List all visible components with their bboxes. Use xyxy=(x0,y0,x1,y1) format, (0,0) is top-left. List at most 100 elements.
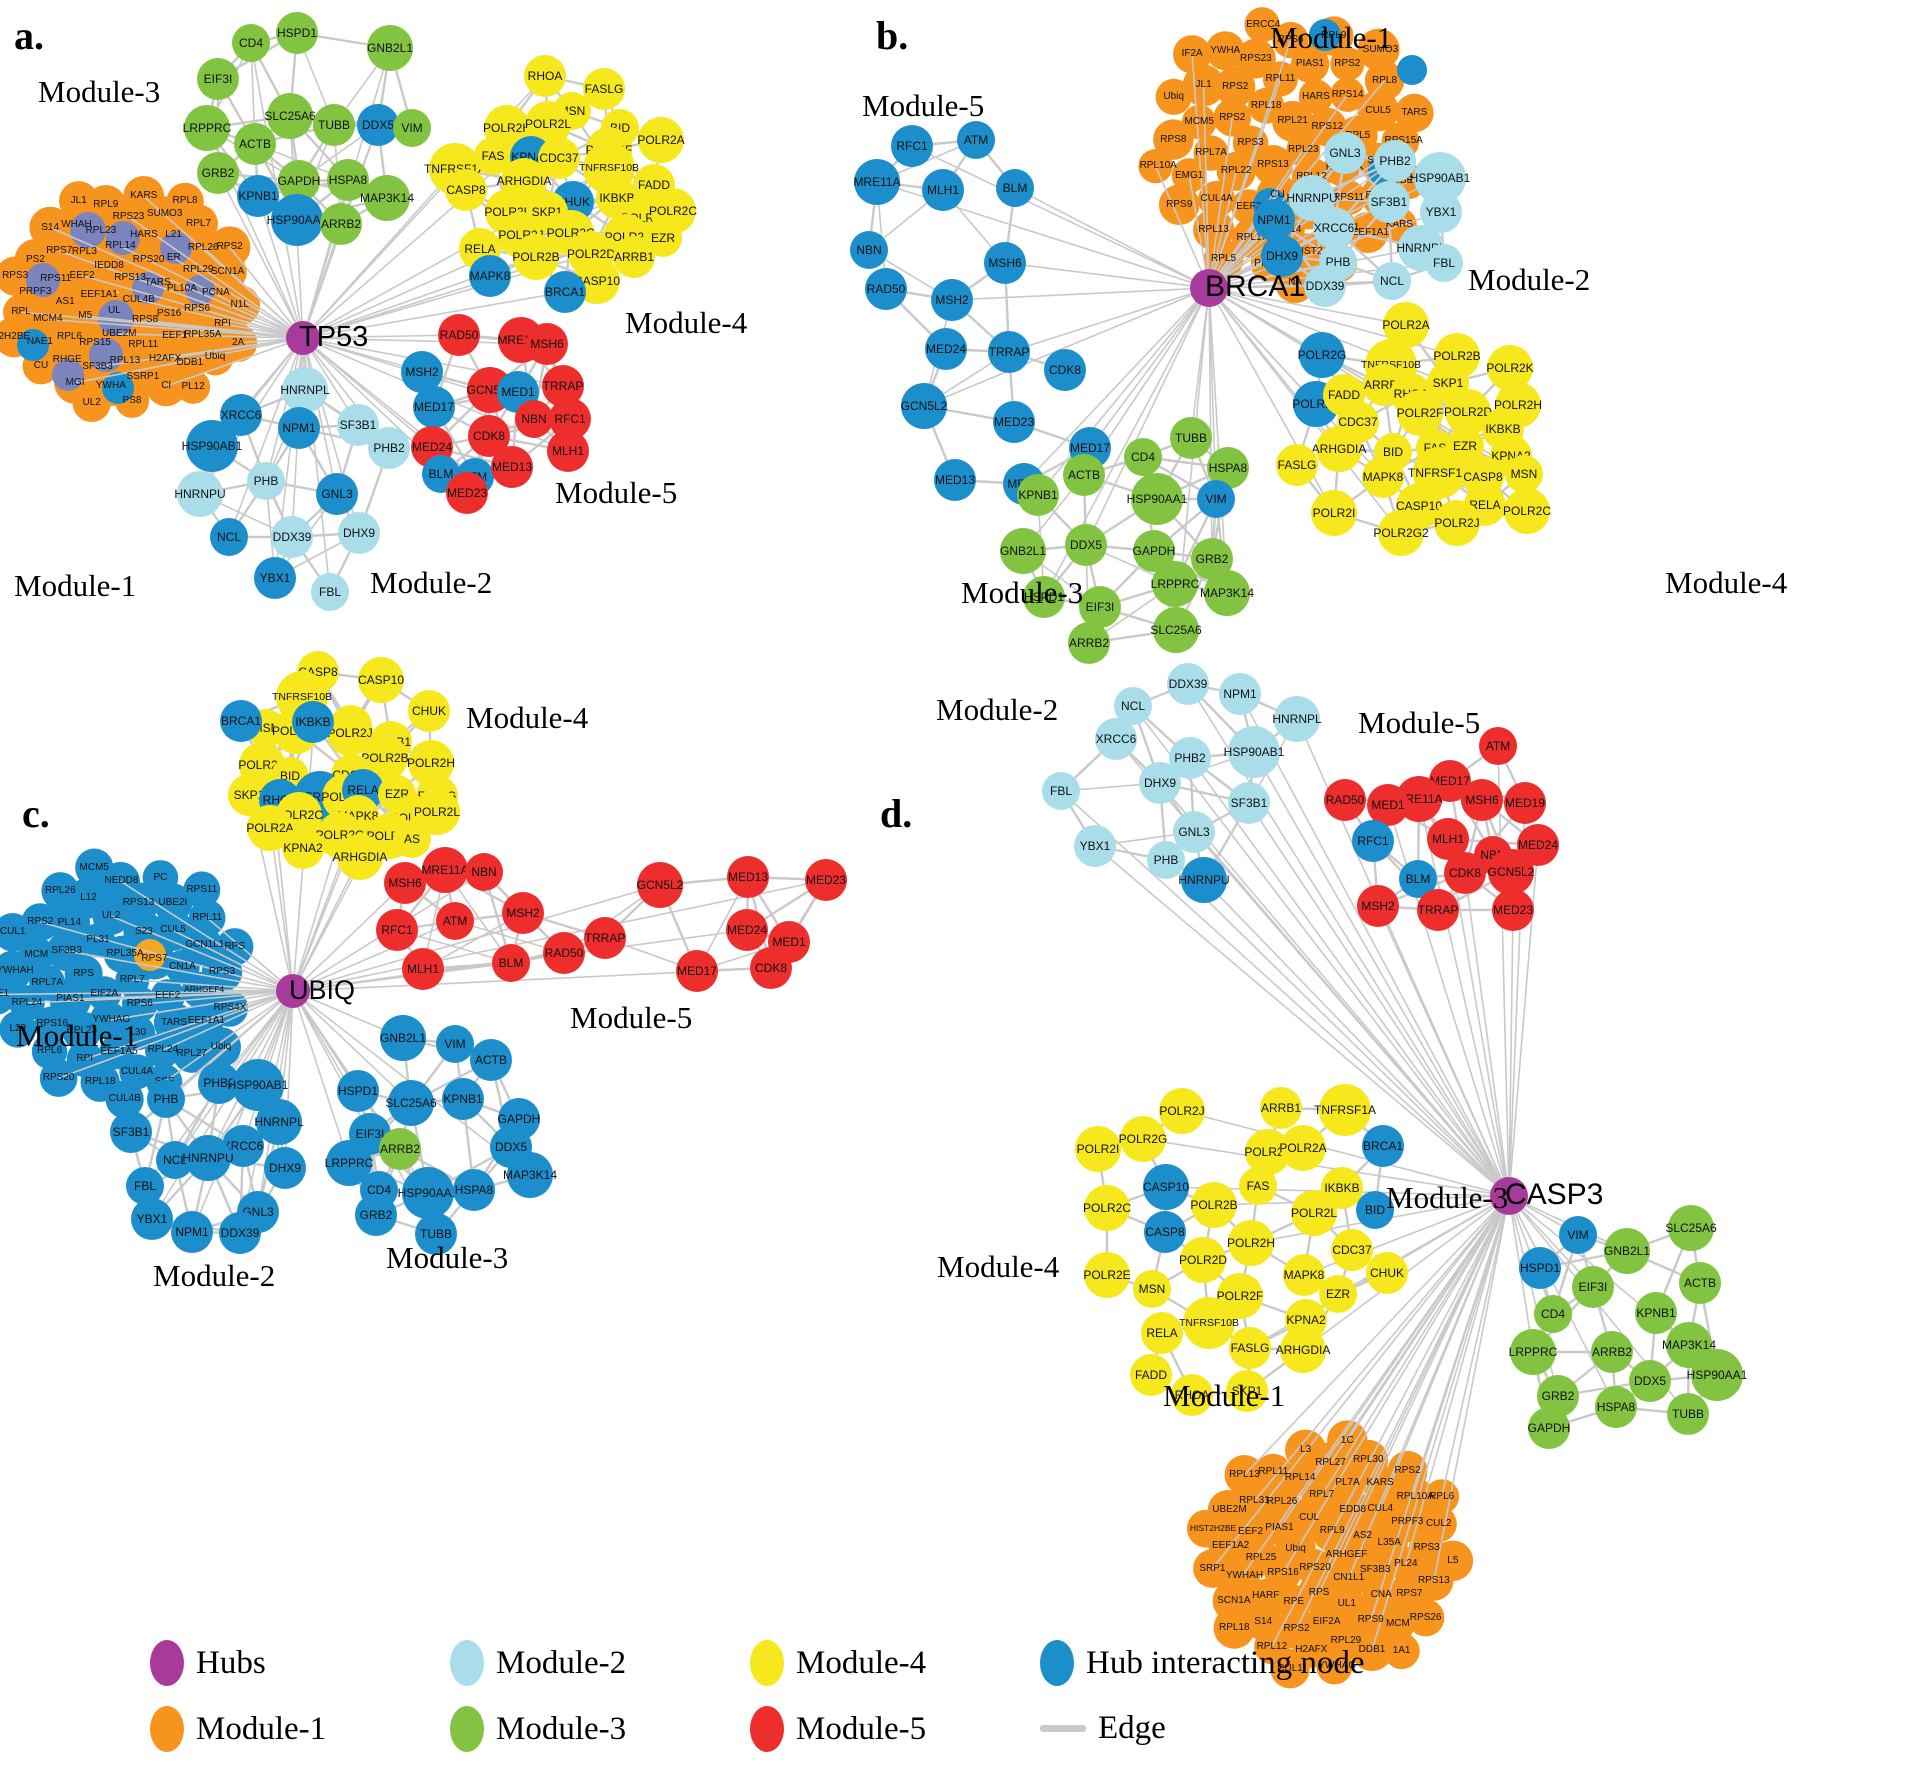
network-node[interactable]: MSH6 xyxy=(984,242,1026,284)
network-node[interactable]: MAP3K14 xyxy=(503,1152,557,1198)
network-node[interactable]: HNRNPL xyxy=(280,367,330,413)
module1-node-label[interactable]: CUL5 xyxy=(160,924,186,936)
module1-node-label[interactable]: CUL4B xyxy=(122,294,155,305)
network-node[interactable]: MED19 xyxy=(1504,782,1546,824)
module1-node-label[interactable]: CUL4A xyxy=(120,1065,154,1077)
network-node[interactable]: CD4 xyxy=(232,24,270,62)
module1-node-label[interactable]: KARS xyxy=(130,190,158,202)
network-node[interactable]: MED23 xyxy=(446,472,488,514)
module1-node-label[interactable]: RPL13 xyxy=(109,354,141,366)
network-node[interactable]: POLR2C xyxy=(1083,1185,1131,1231)
module1-node-label[interactable]: MCM5 xyxy=(79,861,109,873)
module1-node-label[interactable]: RPL5 xyxy=(1345,129,1371,141)
module1-node-label[interactable]: RPL13 xyxy=(1198,223,1229,235)
network-node[interactable]: MED23 xyxy=(805,859,847,901)
module1-node-label[interactable]: UL2 xyxy=(82,396,101,408)
module1-node-label[interactable]: EEF2 xyxy=(1238,1525,1264,1537)
module1-node-label[interactable]: PRPF3 xyxy=(1391,1516,1424,1528)
module1-node-label[interactable]: RPS13 xyxy=(1417,1575,1450,1587)
network-node[interactable]: GNB2L1 xyxy=(380,1015,426,1061)
network-node[interactable]: FBL xyxy=(1425,244,1463,282)
module1-node-label[interactable]: RPS9 xyxy=(1166,198,1193,210)
network-node[interactable]: CDK8 xyxy=(1444,852,1486,894)
network-node[interactable]: TRRAP xyxy=(1417,889,1459,931)
module1-node-label[interactable]: RPL11 xyxy=(1265,72,1296,84)
network-node[interactable]: MSN xyxy=(1133,1270,1171,1308)
module1-node-label[interactable]: RPS4X xyxy=(213,1002,247,1014)
module1-node-label[interactable]: RPS xyxy=(73,967,94,979)
module1-node-label[interactable]: RPL23 xyxy=(1288,144,1319,155)
network-node[interactable]: PHB2 xyxy=(1374,140,1416,182)
module1-node-label[interactable]: UBE2M xyxy=(1212,1504,1247,1516)
module1-node-label[interactable]: RPL23 xyxy=(85,224,117,236)
network-node[interactable]: SLC25A6 xyxy=(385,1080,437,1126)
network-node[interactable]: FBL xyxy=(311,573,349,611)
network-node[interactable]: MED17 xyxy=(676,950,718,992)
module1-node-label[interactable]: 1C xyxy=(1340,1434,1354,1446)
network-node[interactable]: POLR2B xyxy=(512,234,560,280)
module1-node-label[interactable]: RPL26 xyxy=(187,241,219,253)
network-node[interactable]: MSH6 xyxy=(1461,779,1503,821)
network-node[interactable]: HSPD1 xyxy=(276,12,318,54)
module1-node-label[interactable]: YWHAH xyxy=(1225,1570,1264,1582)
module1-node-label[interactable]: AS2 xyxy=(1353,1529,1373,1541)
module1-node-label[interactable]: RPL26 xyxy=(1266,1496,1298,1508)
hub-node-brca1[interactable]: BRCA1 xyxy=(1205,270,1306,303)
network-node[interactable]: MED24 xyxy=(925,328,967,370)
network-node[interactable]: KPNB1 xyxy=(442,1078,484,1120)
module1-node-label[interactable]: EDD8 xyxy=(1339,1504,1367,1516)
network-node[interactable]: MED13 xyxy=(491,446,533,488)
network-node[interactable]: NPM1 xyxy=(171,1211,213,1253)
module1-node-label[interactable]: CU xyxy=(1270,188,1285,200)
network-node[interactable]: HSP90AB1 xyxy=(182,420,242,472)
module1-node-label[interactable]: RPL27 xyxy=(176,1048,207,1060)
network-node[interactable]: HSPA8 xyxy=(453,1169,495,1211)
module1-node-label[interactable]: RPS xyxy=(224,940,245,952)
module1-node-label[interactable]: SCN1A xyxy=(1217,1594,1251,1606)
module1-node-label[interactable]: L3 xyxy=(1300,1444,1312,1456)
module1-node-label[interactable]: UBE2I xyxy=(158,896,188,908)
hub-node-tp53[interactable]: TP53 xyxy=(299,320,369,353)
module1-node-label[interactable]: YWHA xyxy=(1210,44,1241,56)
network-node[interactable]: POLR2A xyxy=(637,117,685,163)
module1-node-label[interactable]: CUL1 xyxy=(1277,1662,1303,1674)
network-node[interactable]: MSH2 xyxy=(1357,885,1399,927)
module1-node-label[interactable]: SCN1A xyxy=(210,266,245,277)
network-node[interactable]: MRE11A xyxy=(853,159,901,205)
module1-node-label[interactable]: RPL24 xyxy=(147,1044,179,1056)
network-node[interactable]: ARHGDIA xyxy=(1312,426,1366,472)
network-node[interactable]: ACTB xyxy=(1063,454,1105,496)
module1-node-label[interactable]: RPS3 xyxy=(1413,1541,1440,1553)
module1-node-label[interactable]: EEF1A2 xyxy=(1211,1540,1250,1552)
module1-node-label[interactable]: RPS6 xyxy=(126,998,153,1010)
module1-node-label[interactable]: RPS6 xyxy=(1277,34,1304,46)
network-node[interactable]: RELA xyxy=(1141,1312,1183,1354)
network-node[interactable]: ARRB1 xyxy=(1260,1087,1302,1129)
module1-node-label[interactable]: EEF2 xyxy=(155,990,181,1002)
module1-node-label[interactable]: RPS7 xyxy=(46,245,73,257)
network-node[interactable]: POLR2D xyxy=(1179,1237,1227,1283)
network-node[interactable]: DDX39 xyxy=(1167,663,1209,705)
module1-node-label[interactable]: RPL26 xyxy=(44,884,76,896)
module1-node-label[interactable]: EMG1 xyxy=(1175,169,1204,181)
network-node[interactable]: MLH1 xyxy=(402,948,444,990)
module1-node-label[interactable]: CI xyxy=(161,380,172,392)
module1-node-label[interactable]: RPS20 xyxy=(132,253,165,265)
module1-node-label[interactable]: HIST2 xyxy=(1294,246,1323,258)
module1-node-label[interactable]: TARS xyxy=(1401,107,1428,119)
network-node[interactable]: KPNA2 xyxy=(282,827,324,869)
module1-node-label[interactable]: PC xyxy=(153,871,168,883)
network-node[interactable]: TUBB xyxy=(1170,417,1212,459)
network-node[interactable]: FASLG xyxy=(1276,444,1318,486)
module1-node-label[interactable]: UL xyxy=(108,305,121,317)
network-node[interactable]: SF3B1 xyxy=(1228,782,1270,824)
module1-node-label[interactable]: RPS13 xyxy=(1257,159,1289,171)
module1-node-label[interactable]: HARS xyxy=(1302,90,1330,102)
network-node[interactable]: ATM xyxy=(436,902,474,940)
module1-node-label[interactable]: Ubiq xyxy=(1285,1543,1306,1555)
network-node[interactable]: BLM xyxy=(492,944,530,982)
network-node[interactable]: BRCA1 xyxy=(1362,1125,1404,1167)
module1-node-label[interactable]: SF3B3 xyxy=(82,360,113,372)
module1-node-label[interactable]: SUMO3 xyxy=(1362,43,1399,55)
module1-node-label[interactable]: RPS7 xyxy=(141,953,168,965)
